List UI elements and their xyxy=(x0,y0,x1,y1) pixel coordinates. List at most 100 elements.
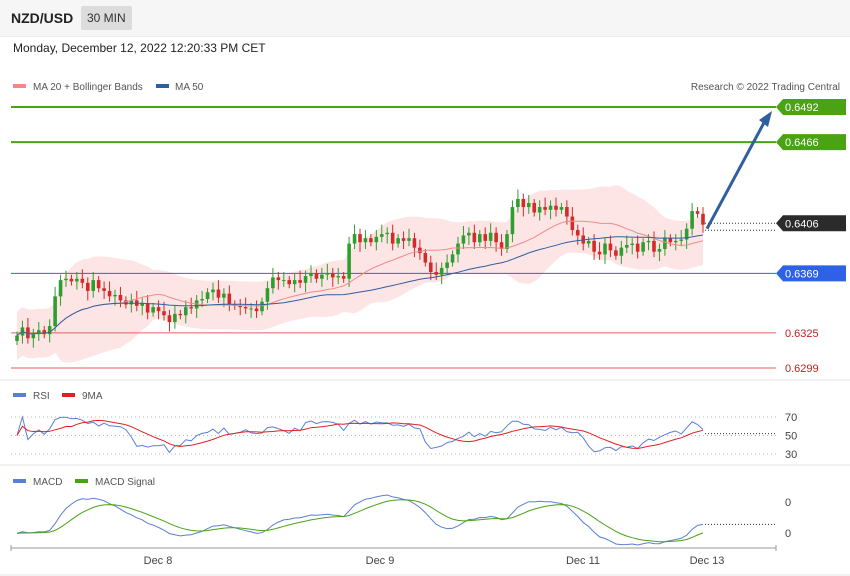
candle-body xyxy=(107,290,112,297)
candle-body xyxy=(603,243,607,255)
candle-body xyxy=(641,242,645,252)
price-tag-label: 0.6299 xyxy=(785,363,819,375)
candle-body xyxy=(91,280,96,291)
ma50-legend-label: MA 50 xyxy=(175,82,204,93)
candle-body xyxy=(614,250,618,256)
price-tag xyxy=(776,215,846,232)
candle-body xyxy=(243,307,248,309)
rsi-tick-label: 50 xyxy=(785,431,797,443)
x-tick-label: Dec 9 xyxy=(366,555,395,567)
candle-body xyxy=(695,211,700,214)
candle-body xyxy=(85,282,90,291)
candle-body xyxy=(586,240,591,244)
macd-tick-label: 0 xyxy=(785,528,791,540)
candle-body xyxy=(156,307,161,312)
candle-body xyxy=(124,300,128,305)
rsi-line xyxy=(16,415,704,454)
candle-body xyxy=(320,274,324,279)
candle-body xyxy=(499,242,504,249)
candle-body xyxy=(75,278,79,282)
candle-body xyxy=(690,211,694,229)
candle-body xyxy=(42,330,47,335)
candle-body xyxy=(341,276,346,279)
candle-body xyxy=(26,327,30,339)
candle-body xyxy=(162,311,166,316)
price-tag-label: 0.6325 xyxy=(785,328,819,340)
candle-body xyxy=(559,207,564,210)
candle-body xyxy=(211,289,215,293)
candle-body xyxy=(222,293,226,298)
price-levels: 0.6492 0.6466 0.6406 0.6369 0.6325 0.6299 xyxy=(11,99,846,375)
candle-body xyxy=(439,267,444,275)
candle-body xyxy=(96,280,101,289)
rsi-ma-legend-label: 9MA xyxy=(82,391,103,402)
bollinger-bands xyxy=(17,185,703,363)
candle-body xyxy=(298,280,302,283)
x-tick-label: Dec 11 xyxy=(566,555,600,567)
candle-body xyxy=(336,276,341,278)
price-tag xyxy=(776,134,846,151)
candle-body xyxy=(673,240,678,243)
forecast-arrow-shaft xyxy=(705,118,768,230)
candle-body xyxy=(701,213,705,225)
candle-body xyxy=(575,230,580,236)
candle-body xyxy=(418,247,422,254)
x-tick-label: Dec 13 xyxy=(690,555,725,567)
candle-body xyxy=(200,299,204,301)
candle-body xyxy=(679,239,684,241)
bollinger-band-area xyxy=(17,185,703,363)
candle-body xyxy=(505,234,509,249)
candle-body xyxy=(510,207,515,235)
x-tick-label: Dec 8 xyxy=(144,555,173,567)
candle-body xyxy=(15,335,19,341)
candle-body xyxy=(472,232,477,243)
candle-body xyxy=(254,308,259,312)
candle-body xyxy=(684,228,689,240)
candle-body xyxy=(309,273,313,277)
candle-body xyxy=(140,303,145,306)
datetime-label: Monday, December 12, 2022 12:20:33 PM CE… xyxy=(13,41,266,55)
candle-body xyxy=(450,254,455,263)
candle-body xyxy=(216,289,221,298)
candle-body xyxy=(445,262,449,268)
ma20-legend-label: MA 20 + Bollinger Bands xyxy=(33,82,143,93)
timeframe-button[interactable]: 30 MIN xyxy=(81,6,132,30)
price-tag-label: 0.6406 xyxy=(785,218,819,230)
candle-body xyxy=(624,244,629,248)
candle-body xyxy=(385,232,390,235)
rsi-legend-swatch xyxy=(13,393,26,397)
candle-body xyxy=(330,273,335,278)
ma50-line xyxy=(16,234,704,336)
candle-body xyxy=(145,303,150,313)
candle-body xyxy=(183,307,188,316)
rsi-ma-line xyxy=(16,419,704,450)
candle-body xyxy=(619,247,624,256)
candle-body xyxy=(314,273,319,279)
macd-panel: MACD MACD Signal 0 0 xyxy=(13,477,791,546)
ma50-legend-swatch xyxy=(156,84,169,88)
symbol-label: NZD/USD xyxy=(11,10,74,26)
candle-body xyxy=(461,235,466,244)
candle-body xyxy=(467,232,471,236)
candle-body xyxy=(151,307,155,313)
candle-body xyxy=(58,280,63,297)
candle-body xyxy=(238,305,243,308)
rsi-legend-label: RSI xyxy=(33,391,50,402)
candle-body xyxy=(597,251,602,255)
candle-body xyxy=(483,234,488,241)
candle-body xyxy=(64,278,68,281)
candle-body xyxy=(205,292,210,300)
candle-body xyxy=(521,198,526,208)
price-tag-label: 0.6466 xyxy=(785,137,819,149)
candle-body xyxy=(260,301,264,312)
candle-body xyxy=(265,288,270,302)
candle-body xyxy=(53,296,57,327)
candle-body xyxy=(494,232,498,243)
candle-body xyxy=(668,238,673,243)
price-tag xyxy=(776,265,846,282)
candle-body xyxy=(570,216,575,231)
rsi-panel: RSI 9MA 70 50 30 xyxy=(11,391,797,461)
candle-body xyxy=(363,238,368,243)
candle-body xyxy=(281,280,286,282)
